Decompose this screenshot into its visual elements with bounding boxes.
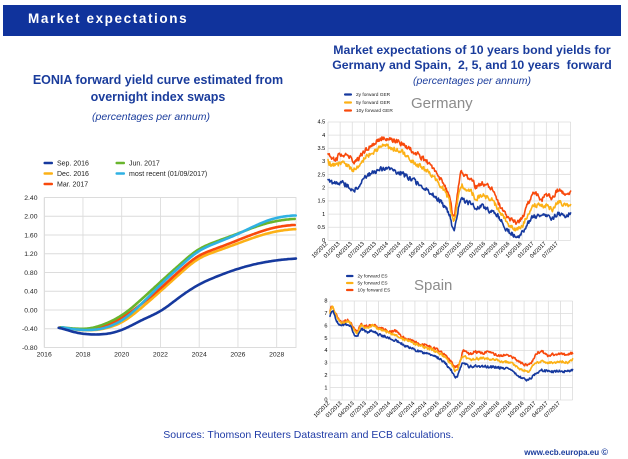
svg-text:2022: 2022 xyxy=(153,352,168,359)
svg-text:0.00: 0.00 xyxy=(24,307,37,314)
svg-text:0.5: 0.5 xyxy=(318,225,326,231)
svg-text:1.5: 1.5 xyxy=(318,199,326,205)
svg-text:6: 6 xyxy=(324,323,327,329)
svg-text:1.20: 1.20 xyxy=(24,251,37,258)
svg-text:2.00: 2.00 xyxy=(24,214,37,221)
svg-text:5y forward GER: 5y forward GER xyxy=(356,100,391,106)
svg-text:3.5: 3.5 xyxy=(318,146,326,152)
svg-text:Sep. 2016: Sep. 2016 xyxy=(57,160,89,167)
svg-text:Mar. 2017: Mar. 2017 xyxy=(57,181,88,188)
svg-text:2.5: 2.5 xyxy=(318,172,326,178)
svg-text:3: 3 xyxy=(324,361,327,367)
svg-text:8: 8 xyxy=(324,299,327,305)
svg-text:5: 5 xyxy=(324,336,327,342)
svg-text:3: 3 xyxy=(322,159,325,165)
svg-text:2: 2 xyxy=(324,373,327,379)
svg-text:2028: 2028 xyxy=(269,352,284,359)
svg-text:2026: 2026 xyxy=(230,352,245,359)
svg-text:10y forward GER: 10y forward GER xyxy=(356,108,393,114)
svg-text:4: 4 xyxy=(322,133,325,139)
svg-text:2: 2 xyxy=(322,186,325,192)
svg-text:0.40: 0.40 xyxy=(24,289,37,296)
svg-text:1: 1 xyxy=(324,385,327,391)
svg-text:1.60: 1.60 xyxy=(24,232,37,239)
svg-text:1: 1 xyxy=(322,212,325,218)
svg-text:Dec. 2016: Dec. 2016 xyxy=(57,171,89,178)
svg-text:2y forward GER: 2y forward GER xyxy=(356,92,391,98)
svg-text:-0.40: -0.40 xyxy=(22,326,38,333)
svg-text:5y forward ES: 5y forward ES xyxy=(358,281,388,287)
svg-text:2018: 2018 xyxy=(75,352,90,359)
svg-text:0.80: 0.80 xyxy=(24,270,37,277)
svg-text:0: 0 xyxy=(324,398,327,404)
svg-text:2016: 2016 xyxy=(37,352,52,359)
svg-text:2y forward ES: 2y forward ES xyxy=(358,274,388,280)
svg-text:7: 7 xyxy=(324,311,327,317)
svg-text:4: 4 xyxy=(324,348,327,354)
svg-text:0: 0 xyxy=(322,238,325,244)
svg-text:10y forward ES: 10y forward ES xyxy=(358,288,391,294)
svg-text:4.5: 4.5 xyxy=(318,120,326,126)
svg-text:Jun. 2017: Jun. 2017 xyxy=(129,160,160,167)
svg-text:2024: 2024 xyxy=(192,352,207,359)
svg-text:-0.80: -0.80 xyxy=(22,345,38,352)
svg-text:2.40: 2.40 xyxy=(24,195,37,202)
svg-text:most recent (01/09/2017): most recent (01/09/2017) xyxy=(129,171,207,178)
svg-text:2020: 2020 xyxy=(114,352,129,359)
